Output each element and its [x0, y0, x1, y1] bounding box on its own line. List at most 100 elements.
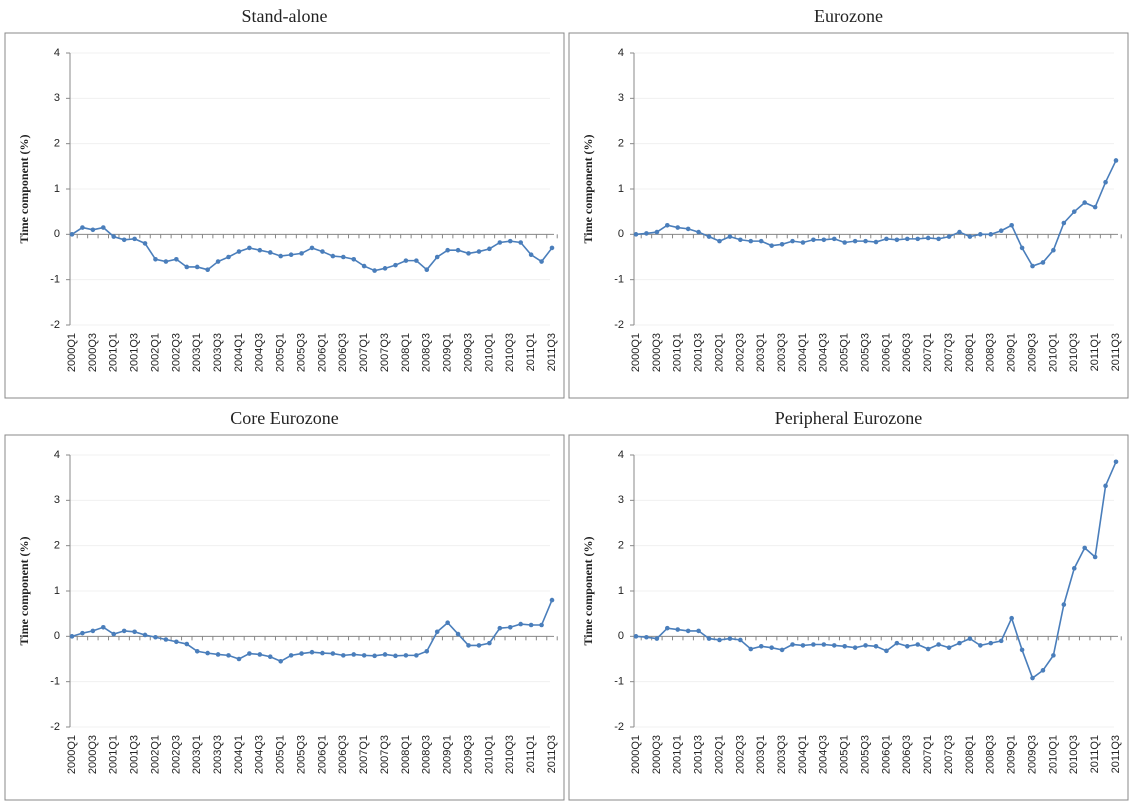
x-tick-label: 2006Q1 — [316, 735, 328, 774]
point — [925, 646, 931, 652]
y-tick-label: -2 — [50, 319, 60, 331]
x-tick-label: 2002Q3 — [170, 735, 182, 774]
y-tick-label: -2 — [614, 319, 624, 331]
y-tick-label: 4 — [618, 449, 624, 461]
x-tick-label: 2000Q1 — [66, 735, 78, 774]
point — [288, 653, 294, 658]
x-tick-label: 2009Q3 — [462, 333, 474, 372]
point — [476, 643, 482, 648]
point — [101, 624, 106, 630]
point — [455, 631, 461, 637]
point — [226, 254, 231, 260]
x-tick-label: 2003Q3 — [212, 735, 224, 774]
x-tick-label: 2009Q1 — [442, 333, 454, 372]
point — [685, 628, 691, 634]
x-tick-label: 2004Q1 — [233, 333, 245, 372]
point — [487, 640, 492, 646]
x-tick-label: 2007Q3 — [943, 333, 955, 372]
point — [936, 236, 941, 242]
x-tick-label: 2003Q3 — [212, 333, 224, 372]
point — [790, 642, 795, 647]
panel-frame — [4, 32, 565, 399]
point — [925, 235, 931, 241]
point — [257, 247, 263, 253]
point — [978, 232, 983, 237]
x-tick-label: 2000Q1 — [66, 333, 78, 372]
point — [445, 247, 450, 253]
point — [69, 232, 75, 237]
x-tick-label: 2001Q1 — [672, 333, 684, 372]
y-tick-label: -1 — [50, 274, 60, 286]
point — [455, 247, 461, 253]
point — [852, 645, 858, 650]
point — [247, 245, 252, 251]
point — [497, 625, 503, 631]
point — [769, 645, 774, 650]
point — [769, 243, 774, 248]
x-tick-label: 2011Q3 — [546, 333, 558, 371]
point — [372, 268, 377, 273]
x-tick-label: 2009Q3 — [1026, 735, 1038, 774]
point — [1113, 459, 1119, 465]
x-tick-label: 2001Q1 — [672, 735, 684, 774]
point — [633, 634, 639, 639]
point — [341, 653, 346, 658]
point — [361, 653, 367, 658]
point — [811, 237, 816, 243]
point — [507, 624, 513, 630]
x-tick-label: 2005Q1 — [839, 333, 851, 372]
y-tick-label: 1 — [618, 585, 624, 597]
point — [748, 646, 754, 652]
x-tick-label: 2003Q1 — [191, 735, 203, 774]
x-tick-label: 2007Q1 — [922, 735, 934, 774]
x-tick-label: 2002Q3 — [734, 735, 746, 774]
chart-title: Peripheral Eurozone — [775, 408, 922, 428]
x-tick-label: 2003Q3 — [776, 333, 788, 372]
x-tick-label: 2004Q1 — [797, 735, 809, 774]
point — [779, 242, 785, 247]
y-tick-label: -2 — [50, 721, 60, 733]
point — [790, 238, 795, 244]
point — [424, 267, 430, 272]
y-tick-label: 0 — [618, 228, 624, 240]
x-tick-label: 2010Q3 — [1068, 735, 1080, 774]
point — [738, 637, 743, 643]
x-tick-label: 2008Q1 — [964, 735, 976, 774]
point — [351, 256, 357, 262]
x-tick-label: 2005Q1 — [839, 735, 851, 774]
x-tick-label: 2003Q3 — [776, 735, 788, 774]
x-tick-label: 2008Q1 — [400, 735, 412, 774]
point — [967, 234, 973, 239]
y-tick-label: 4 — [54, 449, 60, 461]
point — [487, 246, 492, 252]
point — [1103, 483, 1108, 489]
point — [1082, 545, 1087, 551]
point — [873, 644, 879, 649]
point — [267, 250, 273, 255]
point — [706, 636, 712, 641]
point — [382, 266, 388, 271]
x-tick-label: 2008Q1 — [400, 333, 412, 372]
point — [1113, 158, 1119, 163]
point — [163, 259, 169, 264]
point — [205, 267, 210, 272]
point — [758, 644, 764, 649]
point — [184, 641, 190, 647]
point — [403, 258, 409, 263]
point — [142, 241, 148, 246]
point — [153, 256, 158, 262]
y-axis-label: Time component (%) — [581, 134, 595, 243]
x-tick-label: 2005Q1 — [275, 333, 287, 372]
point — [946, 234, 952, 239]
x-tick-label: 2010Q1 — [483, 333, 495, 372]
point — [320, 249, 325, 254]
point — [518, 621, 523, 627]
point — [1061, 220, 1067, 226]
x-tick-label: 2009Q1 — [442, 735, 454, 774]
point — [101, 225, 106, 230]
x-tick-label: 2011Q1 — [1089, 735, 1101, 773]
point — [1009, 222, 1014, 228]
point — [706, 234, 712, 239]
y-tick-label: 3 — [54, 494, 60, 506]
point — [1019, 647, 1025, 653]
